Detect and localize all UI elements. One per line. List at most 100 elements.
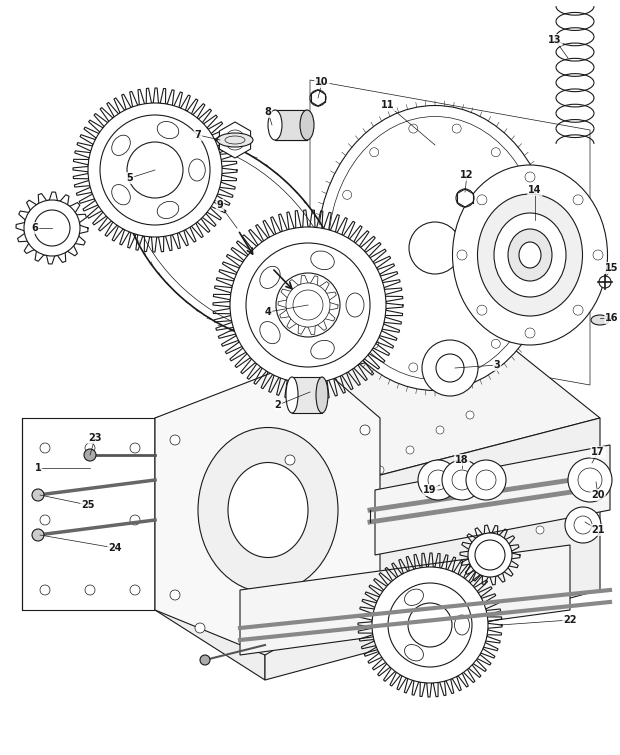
Ellipse shape bbox=[519, 242, 541, 268]
Ellipse shape bbox=[300, 110, 314, 140]
Ellipse shape bbox=[316, 377, 328, 413]
Ellipse shape bbox=[286, 377, 298, 413]
Circle shape bbox=[85, 585, 95, 595]
Circle shape bbox=[477, 195, 487, 205]
Text: 2: 2 bbox=[275, 400, 281, 410]
Text: 10: 10 bbox=[315, 77, 329, 87]
Circle shape bbox=[310, 90, 326, 106]
Text: 15: 15 bbox=[605, 263, 619, 273]
Circle shape bbox=[130, 443, 140, 453]
Circle shape bbox=[286, 283, 330, 327]
Text: 22: 22 bbox=[563, 615, 577, 625]
Circle shape bbox=[370, 339, 379, 348]
Circle shape bbox=[170, 590, 180, 600]
Circle shape bbox=[32, 529, 44, 541]
Circle shape bbox=[491, 148, 500, 157]
Circle shape bbox=[32, 489, 44, 501]
Circle shape bbox=[476, 470, 496, 490]
Circle shape bbox=[599, 276, 611, 288]
Text: 19: 19 bbox=[423, 485, 436, 495]
Circle shape bbox=[376, 466, 384, 474]
Circle shape bbox=[406, 446, 414, 454]
Circle shape bbox=[343, 190, 352, 199]
Circle shape bbox=[296, 616, 304, 624]
Circle shape bbox=[525, 172, 535, 182]
Circle shape bbox=[573, 195, 583, 205]
Ellipse shape bbox=[508, 229, 552, 281]
Circle shape bbox=[578, 468, 602, 492]
Circle shape bbox=[40, 515, 50, 525]
Polygon shape bbox=[155, 358, 380, 655]
Circle shape bbox=[40, 585, 50, 595]
Circle shape bbox=[336, 606, 344, 614]
Text: 13: 13 bbox=[548, 35, 562, 45]
Circle shape bbox=[195, 623, 205, 633]
Ellipse shape bbox=[268, 110, 282, 140]
Circle shape bbox=[170, 435, 180, 445]
Circle shape bbox=[536, 526, 544, 534]
Ellipse shape bbox=[112, 135, 130, 156]
Text: 8: 8 bbox=[265, 107, 272, 117]
Polygon shape bbox=[219, 122, 250, 158]
Circle shape bbox=[200, 655, 210, 665]
Ellipse shape bbox=[405, 589, 423, 606]
Circle shape bbox=[496, 546, 504, 554]
Circle shape bbox=[418, 460, 458, 500]
Circle shape bbox=[256, 506, 264, 514]
Circle shape bbox=[40, 443, 50, 453]
Text: 9: 9 bbox=[216, 200, 223, 210]
Text: 17: 17 bbox=[591, 447, 604, 457]
Text: eReplacementParts.com: eReplacementParts.com bbox=[234, 424, 386, 436]
Ellipse shape bbox=[217, 133, 253, 147]
Text: 6: 6 bbox=[32, 223, 38, 233]
Circle shape bbox=[225, 130, 245, 150]
Circle shape bbox=[452, 470, 472, 490]
Circle shape bbox=[370, 148, 379, 157]
Circle shape bbox=[452, 124, 461, 133]
Circle shape bbox=[466, 411, 474, 419]
Circle shape bbox=[525, 328, 535, 338]
Polygon shape bbox=[265, 418, 600, 680]
Ellipse shape bbox=[260, 267, 280, 288]
Circle shape bbox=[573, 305, 583, 315]
Text: 23: 23 bbox=[88, 433, 102, 443]
Circle shape bbox=[130, 585, 140, 595]
Ellipse shape bbox=[317, 106, 552, 390]
Text: 4: 4 bbox=[265, 307, 272, 317]
Circle shape bbox=[216, 596, 224, 604]
Circle shape bbox=[436, 354, 464, 382]
Text: 5: 5 bbox=[126, 173, 133, 183]
Circle shape bbox=[457, 250, 467, 260]
Circle shape bbox=[428, 470, 448, 490]
Circle shape bbox=[130, 515, 140, 525]
Text: 21: 21 bbox=[591, 525, 604, 535]
Circle shape bbox=[568, 458, 612, 502]
Polygon shape bbox=[292, 377, 322, 413]
Ellipse shape bbox=[228, 463, 308, 557]
Circle shape bbox=[468, 533, 512, 577]
Text: 1: 1 bbox=[35, 463, 42, 473]
Circle shape bbox=[456, 189, 474, 207]
Circle shape bbox=[565, 507, 601, 543]
Circle shape bbox=[343, 297, 352, 306]
Polygon shape bbox=[22, 418, 155, 610]
Text: 16: 16 bbox=[605, 313, 619, 323]
Text: 25: 25 bbox=[81, 500, 95, 510]
Circle shape bbox=[477, 305, 487, 315]
Ellipse shape bbox=[112, 184, 130, 205]
Circle shape bbox=[84, 449, 96, 461]
Ellipse shape bbox=[591, 315, 609, 325]
Ellipse shape bbox=[405, 645, 423, 661]
Ellipse shape bbox=[454, 615, 469, 635]
Circle shape bbox=[409, 124, 418, 133]
Circle shape bbox=[409, 222, 461, 274]
Ellipse shape bbox=[346, 293, 364, 317]
Circle shape bbox=[181, 436, 189, 444]
Polygon shape bbox=[275, 110, 307, 140]
Polygon shape bbox=[155, 418, 265, 680]
Circle shape bbox=[85, 443, 95, 453]
Circle shape bbox=[416, 576, 424, 584]
Circle shape bbox=[230, 227, 386, 383]
Circle shape bbox=[286, 526, 294, 534]
Circle shape bbox=[360, 575, 370, 585]
